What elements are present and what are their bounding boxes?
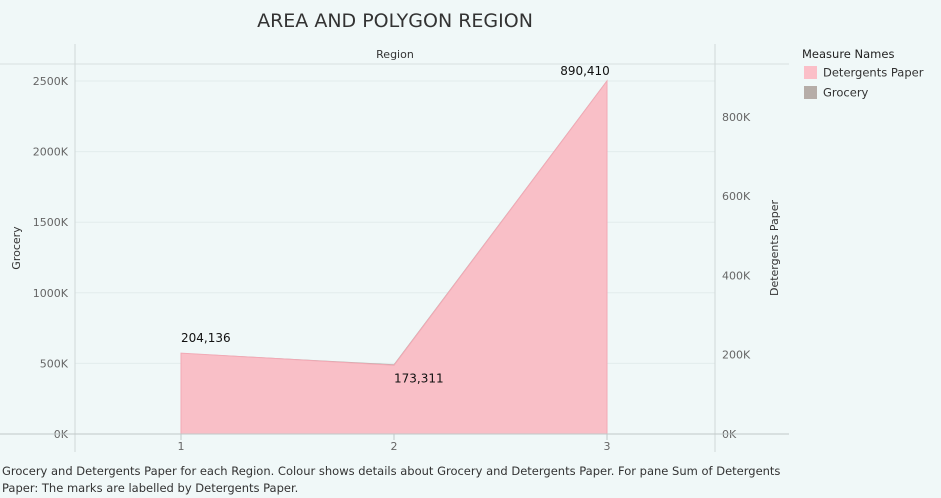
left-axis-title: Grocery xyxy=(10,226,23,270)
chart-caption: Grocery and Detergents Paper for each Re… xyxy=(2,464,781,495)
column-header: Region xyxy=(376,48,414,61)
x-tick-label: 3 xyxy=(604,440,611,453)
axes: 0K500K1000K1500K2000K2500K0K200K400K600K… xyxy=(0,75,789,453)
data-label: 890,410 xyxy=(560,64,610,78)
x-tick-label: 2 xyxy=(391,440,398,453)
data-label: 204,136 xyxy=(181,331,231,345)
right-tick-label: 200K xyxy=(722,349,751,362)
left-tick-label: 500K xyxy=(40,357,69,370)
chart-title: AREA AND POLYGON REGION xyxy=(257,10,533,32)
legend-title: Measure Names xyxy=(802,47,894,61)
right-tick-label: 800K xyxy=(722,111,751,124)
gridlines xyxy=(75,80,715,364)
legend-label: Detergents Paper xyxy=(823,66,924,80)
left-tick-label: 1000K xyxy=(33,287,69,300)
left-tick-label: 2000K xyxy=(33,146,69,159)
legend-swatch xyxy=(804,66,817,79)
right-tick-label: 600K xyxy=(722,190,751,203)
left-tick-label: 2500K xyxy=(33,75,69,88)
legend-label: Grocery xyxy=(823,86,869,100)
legend-swatch xyxy=(804,86,817,99)
plot-frame xyxy=(0,44,789,452)
data-labels: 204,136 173,311 890,410 xyxy=(181,64,610,385)
x-tick-label: 1 xyxy=(178,440,185,453)
right-axis-title: Detergents Paper xyxy=(768,199,781,296)
legend[interactable]: Detergents Paper Grocery xyxy=(804,66,924,100)
data-label: 173,311 xyxy=(394,371,444,385)
right-tick-label: 400K xyxy=(722,269,751,282)
left-tick-label: 1500K xyxy=(33,216,69,229)
